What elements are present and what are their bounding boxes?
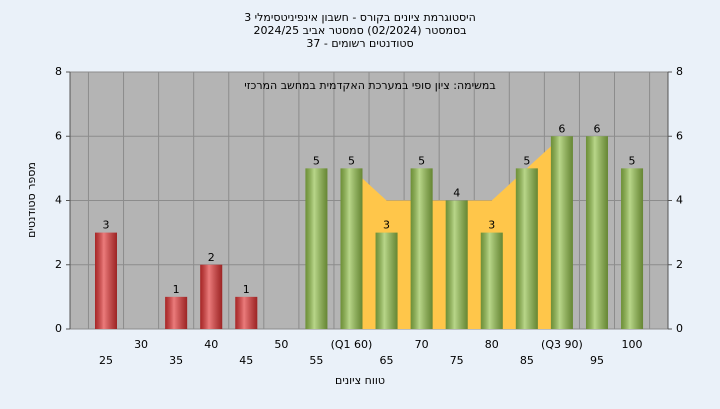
x-tick-label: (Q3 90): [541, 338, 583, 351]
y2-tick-label: 2: [676, 258, 683, 271]
data-label: 3: [488, 219, 495, 232]
data-label: 1: [243, 283, 250, 296]
x-tick-label: 80: [485, 338, 499, 351]
y-axis-label: מספר סטודנטים: [25, 162, 38, 238]
data-label: 2: [208, 251, 215, 264]
x-tick-label: 95: [590, 354, 604, 367]
bar-shade: [375, 232, 398, 329]
y2-tick-label: 8: [676, 65, 683, 78]
y-tick-label: 2: [55, 258, 62, 271]
y-tick-label: 8: [55, 65, 62, 78]
y-tick-label: 4: [55, 194, 62, 207]
y2-tick-label: 4: [676, 194, 683, 207]
x-tick-label: (Q1 60): [331, 338, 373, 351]
data-label: 3: [103, 219, 110, 232]
x-tick-label: 100: [622, 338, 643, 351]
data-label: 5: [418, 154, 425, 167]
chart-subtitle: סטודנטים רשומים - 37: [306, 37, 413, 50]
chart-subtitle: בסמסטר (02/2024) סמסטר אביב 2024/25: [253, 24, 466, 37]
x-tick-label: 85: [520, 354, 534, 367]
data-label: 6: [558, 122, 565, 135]
annotation: במשימה: ציון סופי במערכת האקדמית במחשב ה…: [244, 79, 495, 92]
data-label: 1: [173, 283, 180, 296]
chart-title: היסטוגרמת ציונים בקורס - חשבון אינפיניטס…: [244, 11, 476, 24]
data-label: 5: [313, 154, 320, 167]
bar-shade: [235, 296, 258, 329]
bar-shade: [95, 232, 117, 329]
x-tick-label: 55: [309, 354, 323, 367]
x-tick-label: 30: [134, 338, 148, 351]
bar-shade: [410, 168, 433, 329]
x-tick-label: 75: [450, 354, 464, 367]
data-label: 4: [453, 187, 460, 200]
data-label: 5: [348, 154, 355, 167]
bar-shade: [305, 168, 328, 329]
x-axis-label: טווח ציונים: [335, 374, 385, 387]
bar-shade: [585, 136, 608, 329]
data-label: 6: [593, 122, 600, 135]
x-tick-label: 45: [239, 354, 253, 367]
x-tick-label: 35: [169, 354, 183, 367]
bar-shade: [445, 200, 468, 329]
y2-tick-label: 0: [676, 322, 683, 335]
x-tick-label: 70: [415, 338, 429, 351]
data-label: 3: [383, 219, 390, 232]
y2-tick-label: 6: [676, 129, 683, 142]
bar-shade: [200, 264, 223, 329]
bar-shade: [515, 168, 538, 329]
data-label: 5: [629, 154, 636, 167]
x-tick-label: 65: [380, 354, 394, 367]
bar-shade: [480, 232, 503, 329]
bar-shade: [621, 168, 644, 329]
data-label: 5: [523, 154, 530, 167]
x-tick-label: 25: [99, 354, 113, 367]
bar-shade: [165, 296, 188, 329]
bar-shade: [340, 168, 363, 329]
y-tick-label: 6: [55, 129, 62, 142]
x-tick-label: 40: [204, 338, 218, 351]
x-tick-label: 50: [274, 338, 288, 351]
y-tick-label: 0: [55, 322, 62, 335]
bar-shade: [550, 136, 573, 329]
